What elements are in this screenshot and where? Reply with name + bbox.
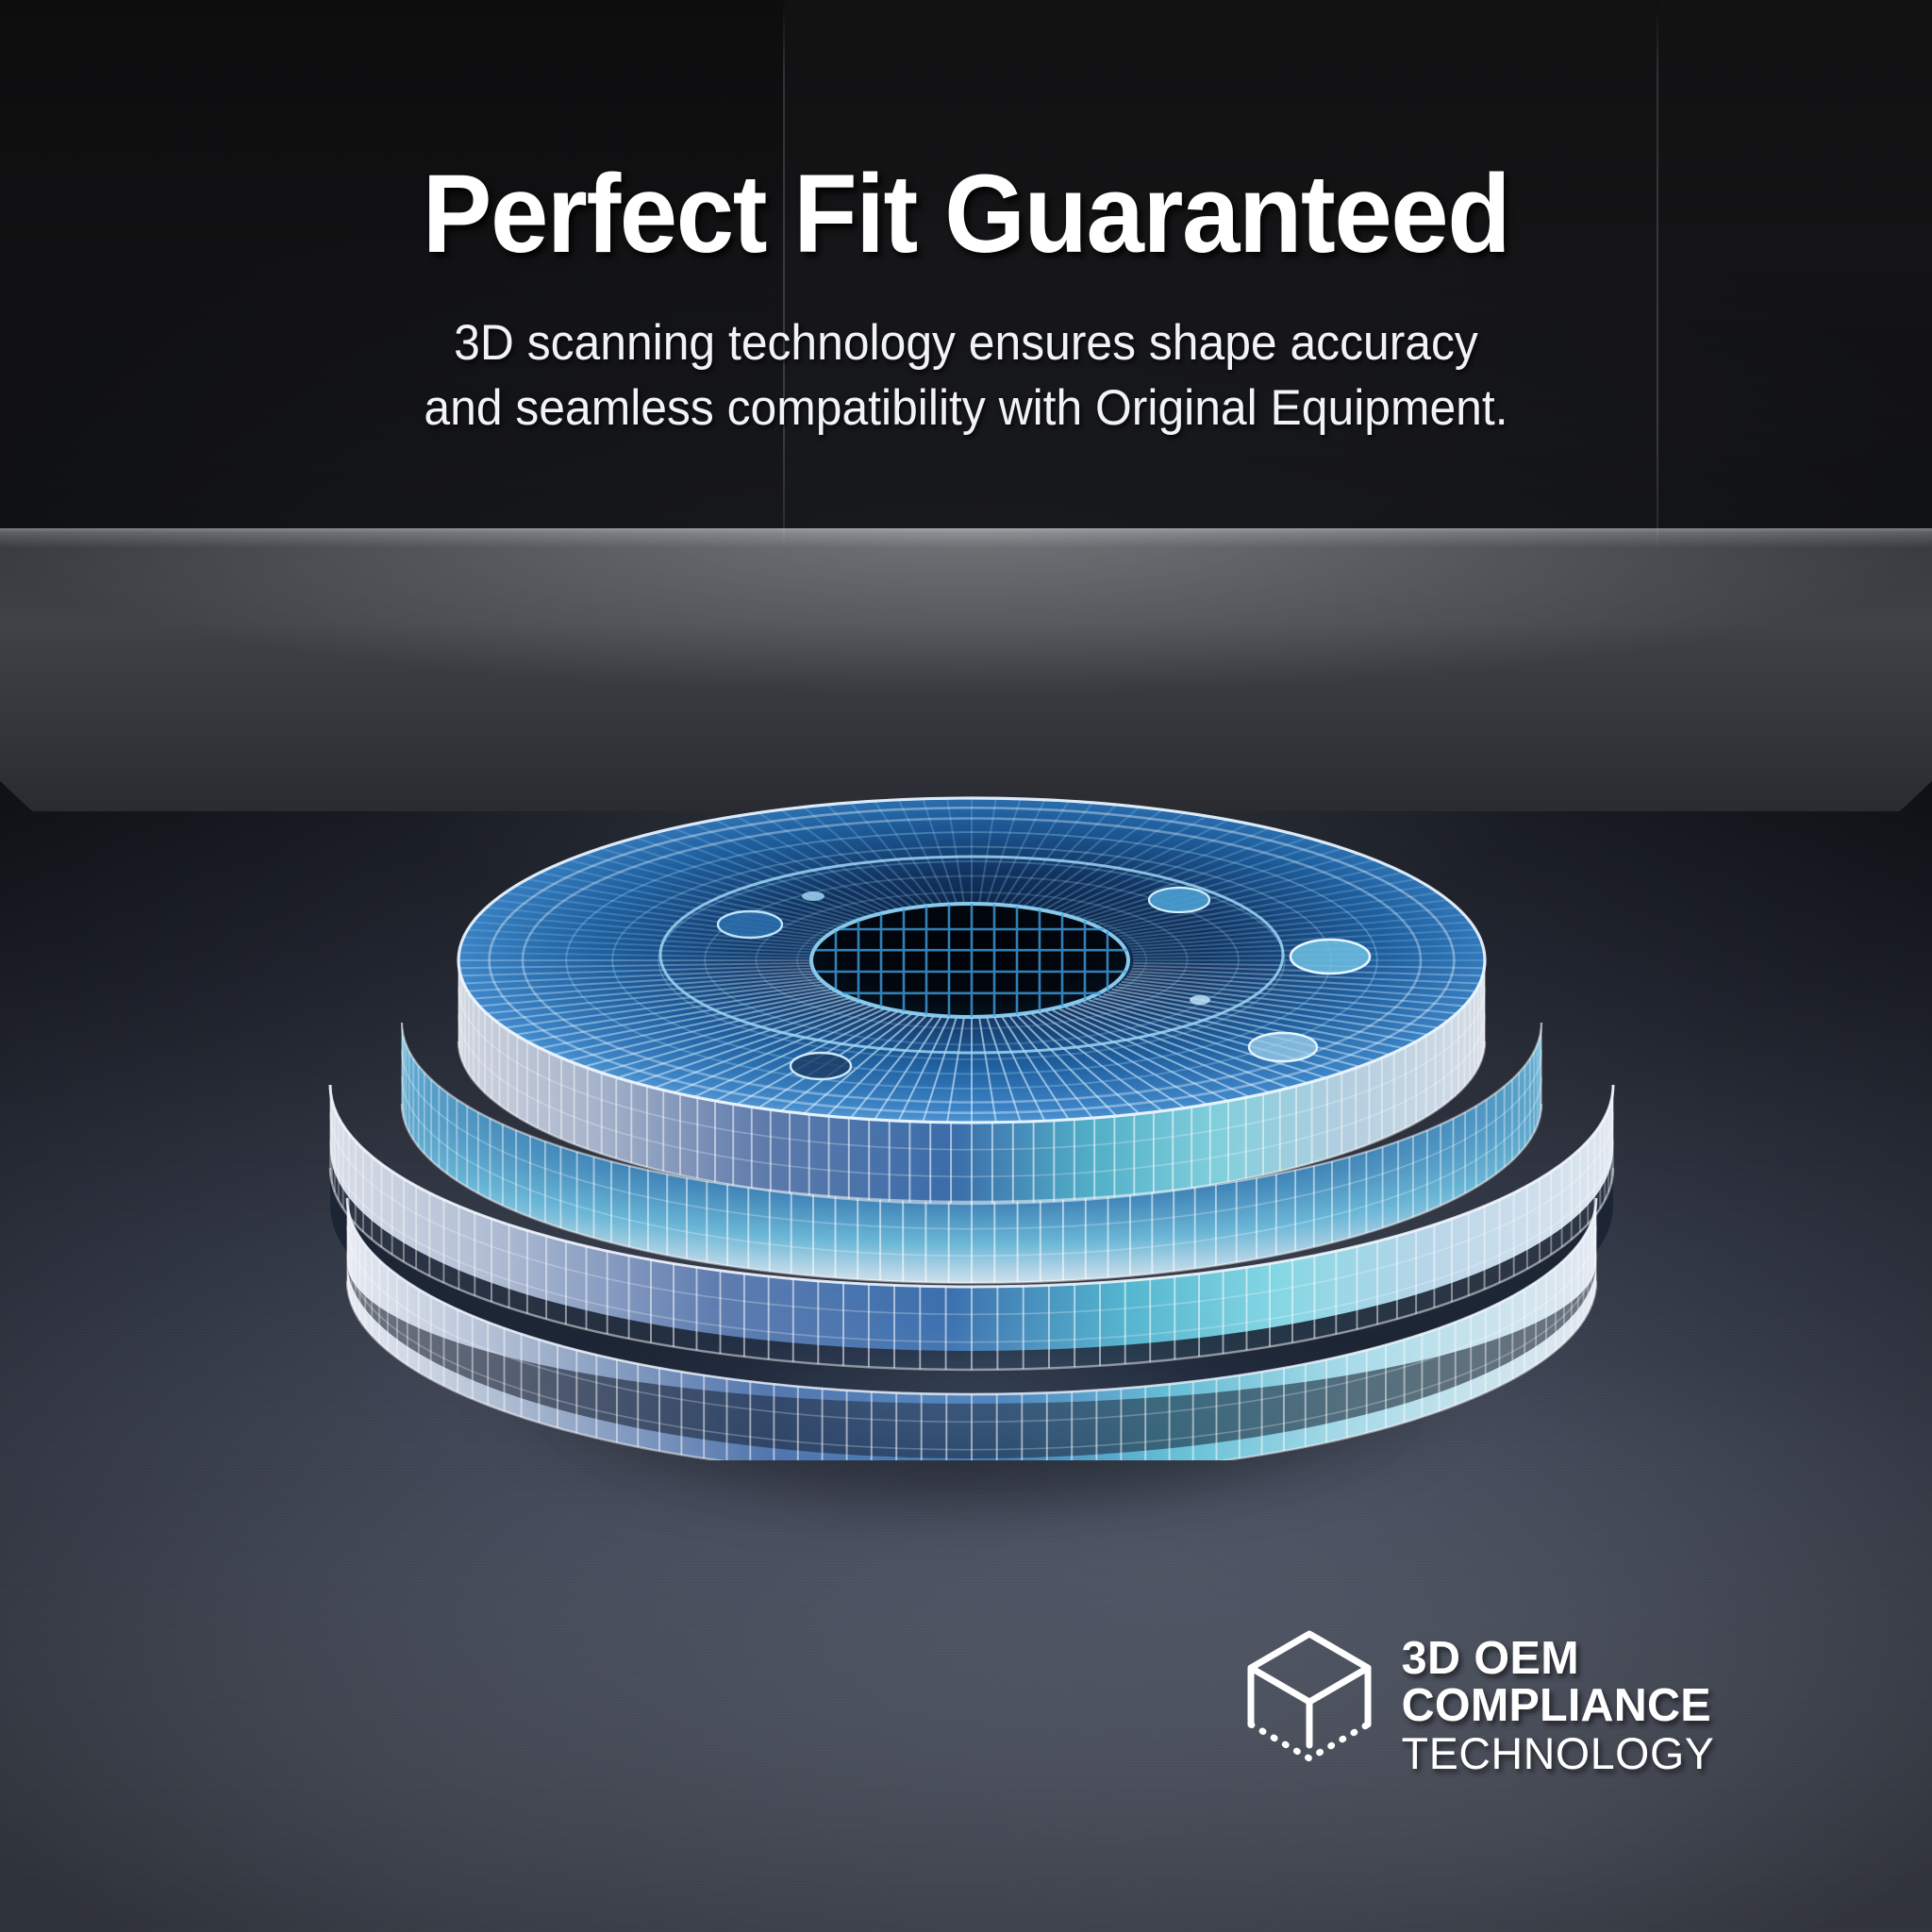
horizon-band [0, 528, 1932, 811]
drum-lug-holes [716, 886, 1372, 1081]
isometric-cube-icon [1247, 1630, 1372, 1763]
subtitle-line-2: and seamless compatibility with Original… [424, 379, 1508, 436]
brake-drum-wireframe-svg [328, 796, 1615, 1460]
wall-seam-left [783, 0, 785, 604]
drum-hub-bore [811, 904, 1128, 1017]
drum-boss-ring [658, 855, 1285, 1055]
drum-lower-groove [330, 1149, 1613, 1407]
drum-hub-bore-edge [809, 902, 1130, 1019]
headline-block: Perfect Fit Guaranteed 3D scanning techn… [0, 0, 1932, 441]
product-image-brake-drum [236, 677, 1707, 1621]
page-title: Perfect Fit Guaranteed [422, 152, 1511, 276]
badge-line-3: TECHNOLOGY [1401, 1728, 1715, 1779]
subtitle: 3D scanning technology ensures shape acc… [58, 311, 1874, 441]
badge-line-2: COMPLIANCE [1401, 1680, 1711, 1732]
drum-rim-edge-highlight [328, 1084, 1615, 1289]
drum-skirt-edge-highlight [345, 1197, 1598, 1396]
background-wall [0, 0, 1932, 604]
horizon-curve [0, 528, 1932, 811]
drum-floor-reflection [394, 1338, 1564, 1621]
drum-top-edge-highlight [457, 796, 1487, 1124]
badge-text-block: 3D OEM COMPLIANCE TECHNOLOGY [1401, 1633, 1715, 1779]
subtitle-line-1: 3D scanning technology ensures shape acc… [454, 315, 1478, 371]
horizon-highlight [0, 528, 1932, 811]
drum-hub-inner-grid [815, 904, 1128, 1017]
drum-cylinder-wireframe [329, 960, 1614, 1460]
badge-line-1: 3D OEM [1401, 1633, 1580, 1685]
compliance-badge: 3D OEM COMPLIANCE TECHNOLOGY [1243, 1626, 1716, 1787]
wall-seam-right [1657, 0, 1658, 604]
